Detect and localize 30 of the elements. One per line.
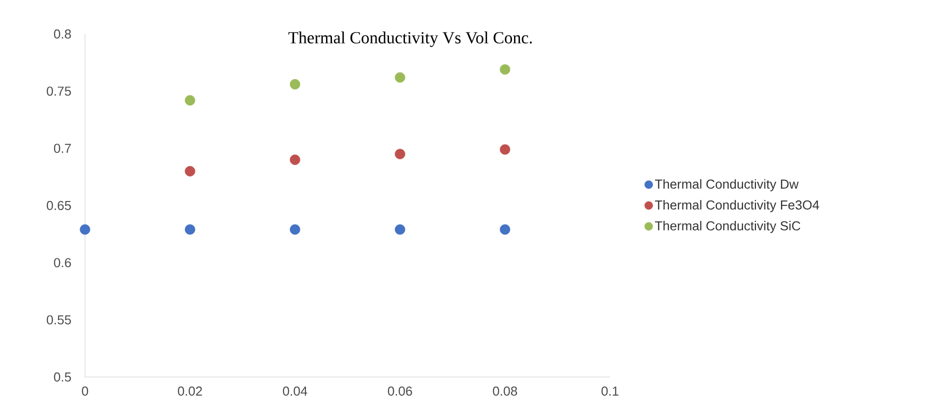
legend-label: Thermal Conductivity SiC — [654, 220, 800, 233]
point — [500, 144, 510, 155]
x-tick-label: 0.1 — [602, 386, 618, 396]
x-tick-label: 0.04 — [282, 386, 308, 396]
y-tick-label: 0.65 — [46, 200, 71, 210]
point — [184, 95, 196, 106]
point — [80, 224, 90, 235]
y-tick-label: 0.55 — [46, 315, 71, 324]
point — [290, 79, 300, 90]
x-tick-label: 0.06 — [388, 386, 412, 396]
point — [500, 224, 510, 235]
legend-label: Thermal Conductivity Dw — [654, 179, 799, 192]
point — [394, 148, 406, 160]
point — [184, 224, 196, 235]
point — [290, 224, 300, 235]
point — [500, 64, 510, 75]
y-tick-label: 0.6 — [54, 258, 71, 268]
chart-title: Thermal Conductivity Vs Vol Conc. — [288, 32, 532, 47]
y-tick-label: 0.8 — [54, 29, 71, 39]
point — [394, 72, 406, 83]
point — [394, 224, 406, 235]
point — [184, 166, 196, 176]
x-tick-label: 0.08 — [492, 386, 518, 396]
legend-label: Thermal Conductivity Fe3O4 — [654, 200, 820, 212]
x-tick-label: 0.02 — [178, 386, 202, 396]
y-tick-label: 0.75 — [46, 86, 71, 96]
x-tick-label: 0 — [82, 386, 88, 396]
y-tick-label: 0.7 — [54, 144, 71, 153]
y-tick-label: 0.5 — [54, 372, 71, 382]
point — [290, 154, 300, 165]
